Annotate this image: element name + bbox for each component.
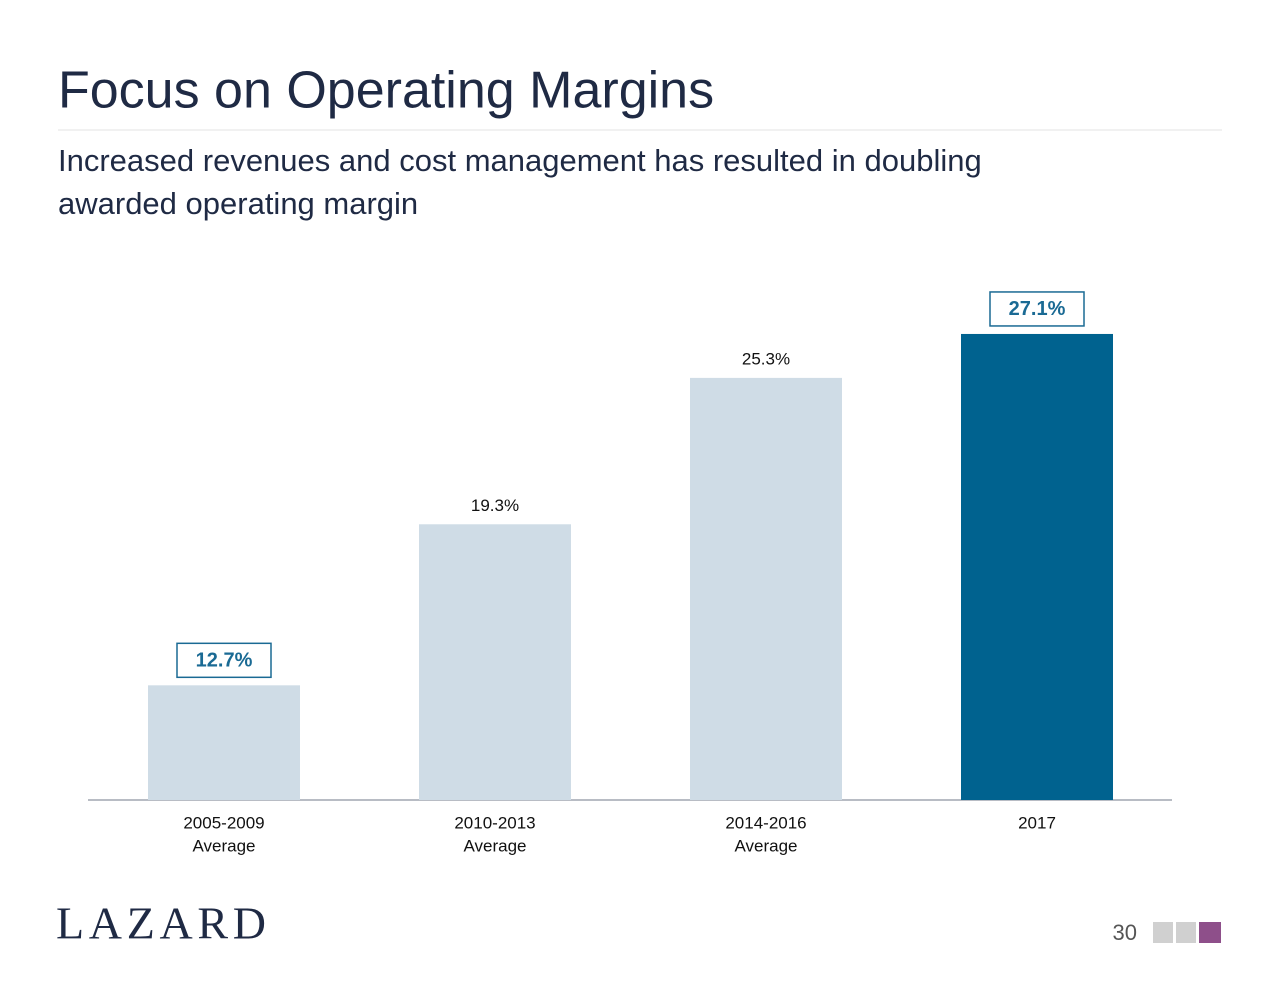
label-box	[176, 642, 272, 679]
bar	[690, 377, 842, 800]
x-tick-label: 2017	[1018, 813, 1056, 832]
x-tick-label: Average	[192, 836, 255, 855]
value-label: 25.3%	[742, 349, 790, 368]
x-tick-label: 2005-2009	[183, 813, 264, 832]
bar	[961, 333, 1113, 800]
x-tick-label: 2014-2016	[725, 813, 806, 832]
page-number: 30	[1113, 920, 1137, 945]
deco-square	[1153, 922, 1173, 943]
label-box	[989, 291, 1085, 327]
slide-title: Focus on Operating Margins	[58, 62, 714, 120]
bar	[419, 524, 571, 800]
logo: LAZARD	[56, 898, 266, 949]
value-label: 12.7%	[196, 650, 253, 672]
deco-square	[1199, 922, 1221, 943]
subtitle-line: Increased revenues and cost management h…	[58, 143, 982, 178]
value-label: 19.3%	[471, 496, 519, 515]
deco-square	[1176, 922, 1196, 943]
x-tick-label: Average	[734, 836, 797, 855]
subtitle-line: awarded operating margin	[58, 186, 418, 221]
x-tick-label: Average	[463, 836, 526, 855]
x-tick-label: 2010-2013	[454, 813, 535, 832]
value-label: 27.1%	[1009, 298, 1066, 320]
bar	[148, 685, 300, 800]
